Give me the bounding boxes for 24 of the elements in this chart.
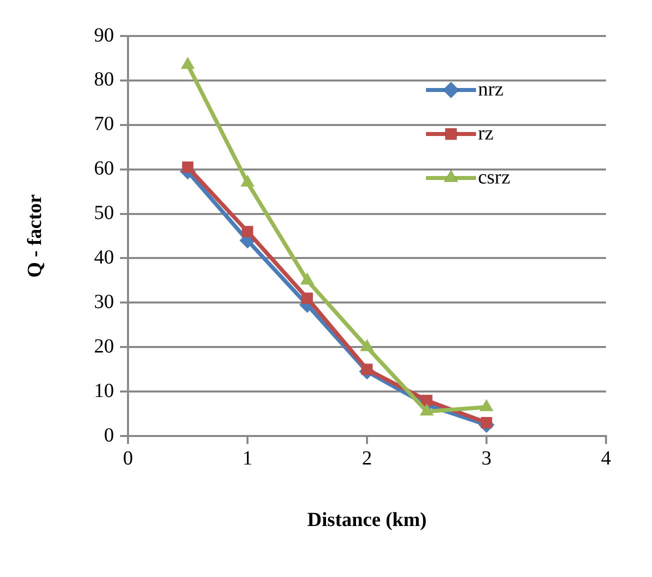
x-tick-label: 3	[482, 447, 492, 470]
x-tick-label: 2	[362, 447, 372, 470]
legend-label: rz	[478, 122, 494, 144]
point	[182, 161, 194, 173]
y-tick-label: 0	[104, 424, 114, 446]
y-tick-label: 50	[94, 202, 114, 224]
y-tick-label: 90	[94, 24, 114, 46]
y-tick-label: 20	[94, 335, 114, 358]
point	[302, 292, 313, 304]
y-tick-label: 70	[94, 113, 114, 136]
y-axis-title: Q - factor	[24, 194, 46, 278]
y-tick-label: 40	[94, 246, 114, 268]
x-tick-label: 0	[123, 447, 133, 470]
point	[421, 394, 432, 406]
y-tick-label: 80	[94, 68, 114, 91]
x-tick-label: 4	[601, 447, 611, 470]
y-tick-label: 10	[94, 380, 114, 402]
point	[242, 226, 254, 238]
legend-label: nrz	[478, 78, 504, 100]
y-tick-label: 60	[94, 158, 114, 180]
legend-label: csrz	[478, 166, 510, 188]
y-tick-label: 30	[94, 290, 114, 313]
x-tick-label: 1	[242, 447, 252, 470]
x-axis-title: Distance (km)	[307, 509, 427, 532]
